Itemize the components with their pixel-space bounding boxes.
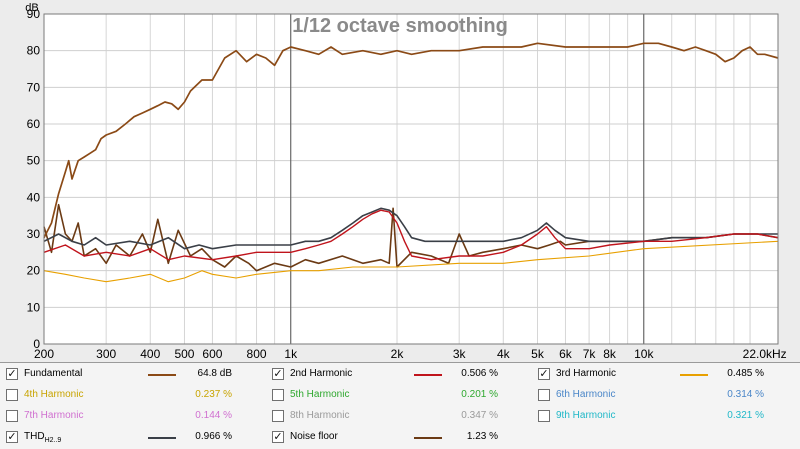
legend-item-4th-harmonic: 4th Harmonic 0.237 % [0,386,266,407]
chart-title: 1/12 octave smoothing [292,15,508,37]
y-axis-label: dB [25,2,38,14]
legend-item-8th-harmonic: 8th Harmonic 0.347 % [266,407,532,428]
chart-canvas: 0 10 20 30 40 50 60 70 80 90 200 300 400 500 600 800 1k 2… [25,2,787,361]
series-swatch [414,374,442,376]
x-tick-label: 5k [531,347,545,361]
legend-item-2nd-harmonic: ✓ 2nd Harmonic 0.506 % [266,365,532,386]
legend-row: 7th Harmonic 0.144 % 8th Harmonic 0.347 … [0,407,800,428]
checkbox-3rd-harmonic[interactable]: ✓ [538,367,550,380]
checkbox-thd[interactable]: ✓ [6,430,18,443]
legend-label: THDH2..9 [24,431,61,444]
x-tick-label: 2k [391,347,405,361]
y-tick-label: 20 [27,264,41,278]
checkbox-8th-harmonic[interactable] [272,410,284,422]
legend-item-9th-harmonic: 9th Harmonic 0.321 % [532,407,798,428]
distortion-chart: 0 10 20 30 40 50 60 70 80 90 200 300 400 500 600 800 1k 2… [25,2,787,361]
legend-value: 64.8 dB [197,368,232,379]
checkbox-4th-harmonic[interactable] [6,389,18,401]
legend-label: Fundamental [24,368,83,379]
y-tick-label: 80 [27,44,41,58]
y-tick-label: 70 [27,80,41,94]
checkbox-9th-harmonic[interactable] [538,410,550,422]
y-tick-label: 40 [27,190,41,204]
legend-value: 0.144 % [195,410,232,421]
legend-value: 0.485 % [727,368,764,379]
legend-value: 0.347 % [461,410,498,421]
y-tick-label: 30 [27,227,41,241]
legend-label: 4th Harmonic [24,389,84,400]
legend-label: 3rd Harmonic [556,368,617,379]
x-tick-label: 6k [559,347,573,361]
thd-label-text: THD [24,431,45,442]
checkbox-2nd-harmonic[interactable]: ✓ [272,367,284,380]
checkbox-6th-harmonic[interactable] [538,389,550,401]
plot-area [44,14,778,344]
x-tick-label: 7k [583,347,597,361]
legend-label: 8th Harmonic [290,410,350,421]
y-tick-label: 60 [27,117,41,131]
series-swatch [414,437,442,439]
legend-item-5th-harmonic: 5th Harmonic 0.201 % [266,386,532,407]
x-tick-label: 8k [603,347,617,361]
series-line [43,240,779,283]
legend-label: 2nd Harmonic [290,368,353,379]
legend-label: 5th Harmonic [290,389,350,400]
x-tick-label: 22.0kHz [743,347,787,361]
legend-value: 0.966 % [195,431,232,442]
plot-frame [43,13,779,345]
y-tick-label: 50 [27,154,41,168]
legend-value: 0.321 % [727,410,764,421]
legend-value: 0.201 % [461,389,498,400]
x-tick-label: 800 [247,347,267,361]
legend-value: 0.506 % [461,368,498,379]
legend-item-fundamental: ✓ Fundamental 64.8 dB [0,365,266,386]
x-tick-label: 1k [284,347,298,361]
legend-value: 1.23 % [466,431,498,442]
series-swatch [148,437,176,439]
checkbox-7th-harmonic[interactable] [6,410,18,422]
series-line [43,207,778,250]
series-line [43,203,779,272]
legend-panel: ✓ Fundamental 64.8 dB ✓ 2nd Harmonic 0.5… [0,362,800,449]
legend-item-thd: ✓ THDH2..9 0.966 % [0,428,266,449]
x-tick-label: 600 [202,347,222,361]
legend-value: 0.314 % [727,389,764,400]
x-tick-label: 10k [634,347,654,361]
legend-item-3rd-harmonic: ✓ 3rd Harmonic 0.485 % [532,365,798,386]
series-swatch [148,374,176,376]
series-line [43,42,779,239]
x-tick-label: 200 [34,347,54,361]
legend-label: 9th Harmonic [556,410,616,421]
y-tick-label: 10 [27,300,41,314]
thd-label-subscript: H2..9 [44,437,62,444]
series-swatch [680,374,708,376]
legend-row: ✓ THDH2..9 0.966 % ✓ Noise floor 1.23 % [0,428,800,449]
x-tick-label: 400 [140,347,160,361]
checkbox-5th-harmonic[interactable] [272,389,284,401]
series-line [43,209,779,261]
legend-value: 0.237 % [195,389,232,400]
legend-row: 4th Harmonic 0.237 % 5th Harmonic 0.201 … [0,386,800,407]
y-tick-label: 90 [27,7,41,21]
legend-label: 6th Harmonic [556,389,616,400]
legend-label: Noise floor [290,431,338,442]
checkbox-fundamental[interactable]: ✓ [6,367,18,380]
x-tick-label: 500 [174,347,194,361]
legend-item-noise-floor: ✓ Noise floor 1.23 % [266,428,532,449]
legend-row: ✓ Fundamental 64.8 dB ✓ 2nd Harmonic 0.5… [0,365,800,386]
x-tick-label: 3k [453,347,467,361]
x-tick-label: 4k [497,347,511,361]
x-tick-label: 300 [96,347,116,361]
legend-item-6th-harmonic: 6th Harmonic 0.314 % [532,386,798,407]
legend-item-7th-harmonic: 7th Harmonic 0.144 % [0,407,266,428]
legend-label: 7th Harmonic [24,410,84,421]
y-tick-label: 0 [33,337,40,351]
checkbox-noise-floor[interactable]: ✓ [272,430,284,443]
